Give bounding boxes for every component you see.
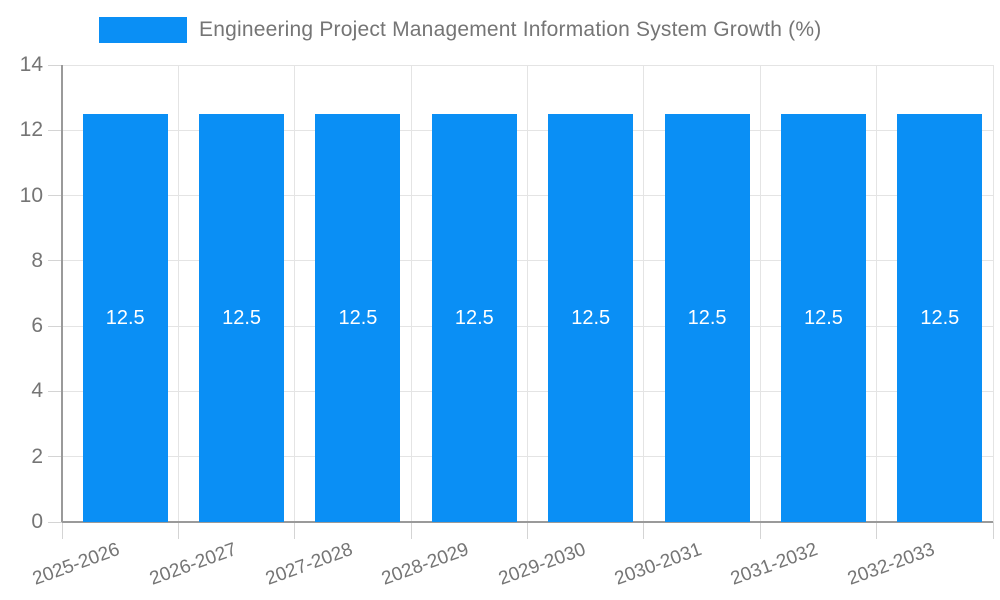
x-tick-mark [643, 522, 645, 539]
y-tick-mark [48, 390, 62, 392]
x-tick-mark [294, 522, 296, 539]
x-tick-mark [876, 522, 878, 539]
x-gridline [410, 65, 412, 522]
x-tick-mark [177, 522, 179, 539]
bar [664, 113, 750, 522]
bar [780, 113, 866, 522]
bar-value-label: 12.5 [105, 306, 145, 329]
bar-value-label: 12.5 [920, 306, 960, 329]
y-tick-mark [48, 521, 62, 523]
bar-value-label: 12.5 [571, 306, 611, 329]
y-axis-label: 4 [31, 379, 43, 403]
bar [897, 113, 983, 522]
bar [199, 113, 285, 522]
bar [548, 113, 634, 522]
x-axis-line [62, 521, 993, 523]
y-tick-mark [48, 260, 62, 262]
bar-value-label: 12.5 [803, 306, 843, 329]
y-tick-mark [48, 129, 62, 131]
y-tick-mark [48, 456, 62, 458]
legend-swatch [99, 17, 187, 43]
x-tick-mark [759, 522, 761, 539]
y-tick-mark [48, 325, 62, 327]
chart-legend: Engineering Project Management Informati… [99, 15, 821, 45]
y-axis-label: 0 [31, 510, 43, 533]
chart-title: Engineering Project Management Informati… [199, 18, 822, 41]
x-gridline [643, 65, 645, 522]
x-gridline [294, 65, 296, 522]
bar [431, 113, 517, 522]
bar-value-label: 12.5 [454, 306, 494, 329]
x-tick-mark [61, 522, 63, 539]
x-gridline [992, 65, 994, 522]
y-axis-label: 6 [31, 314, 43, 338]
y-axis-line [61, 65, 63, 522]
bar-value-label: 12.5 [338, 306, 378, 329]
bar-value-label: 12.5 [687, 306, 727, 329]
x-gridline [527, 65, 528, 522]
x-gridline [759, 65, 761, 522]
x-tick-mark [410, 522, 412, 539]
x-tick-mark [527, 522, 528, 539]
x-gridline [177, 65, 179, 522]
bar [315, 113, 401, 522]
bar-value-label: 12.5 [222, 306, 262, 329]
y-axis-label: 2 [31, 444, 43, 468]
x-tick-mark [992, 522, 994, 539]
y-tick-mark [48, 64, 62, 66]
y-axis-label: 8 [31, 248, 43, 272]
bar [82, 113, 168, 522]
y-axis-label: 10 [19, 183, 43, 207]
y-axis-label: 12 [19, 118, 43, 142]
y-axis-label: 14 [19, 53, 43, 76]
x-gridline [876, 65, 878, 522]
y-tick-mark [48, 195, 62, 197]
